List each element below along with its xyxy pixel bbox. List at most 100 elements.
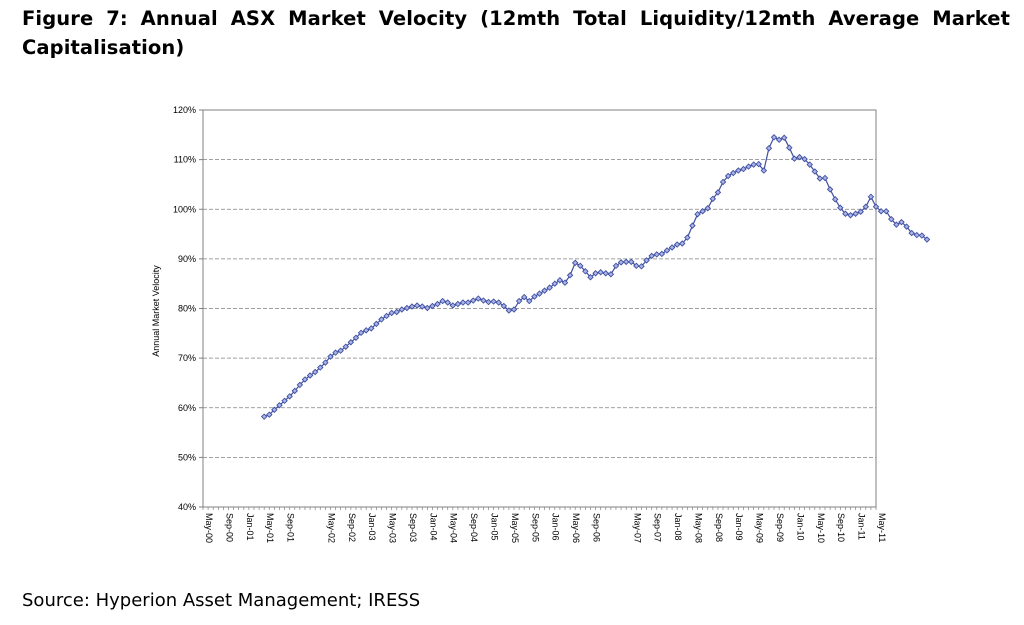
data-point [607,271,615,278]
x-tick-label: Sep-00 [224,513,234,542]
data-point [362,327,370,334]
data-point [536,290,543,297]
data-point [602,270,610,277]
data-point [888,215,895,223]
data-point [515,297,523,305]
data-point [801,155,808,163]
data-point [633,262,640,270]
x-tick-label: May-07 [632,513,642,543]
data-point [286,393,293,400]
data-point [765,144,773,152]
x-tick-label: Sep-05 [530,513,540,542]
data-point [816,175,824,182]
x-tick-label: Sep-02 [347,513,357,542]
x-tick-label: May-11 [877,513,887,542]
data-point [332,349,339,356]
data-point [724,172,732,180]
data-point [673,241,681,248]
data-point [449,302,457,309]
x-tick-label: May-10 [816,513,826,543]
x-tick-label: May-09 [755,513,765,543]
y-tick-label: 100% [173,204,196,214]
x-tick-label: Jan-03 [367,513,377,541]
x-tick-label: May-04 [449,513,459,543]
data-point [546,284,553,291]
x-tick-label: May-01 [265,513,275,543]
x-tick-label: Jan-06 [551,513,561,541]
data-point [622,258,630,266]
data-point [373,320,380,328]
y-tick-label: 120% [173,105,196,115]
data-point [444,299,451,306]
data-point [485,298,492,306]
x-tick-label: Sep-06 [591,513,601,542]
data-point [643,257,650,264]
data-point [842,210,849,217]
data-point [311,368,319,376]
data-point [638,263,645,270]
y-tick-label: 90% [178,254,196,264]
y-axis: 40% 50% 60% 70% 80% 90% 100% 110% 120% [173,105,203,512]
data-point [413,302,421,309]
data-point [459,299,467,306]
data-point [541,287,548,294]
data-point [526,297,533,305]
x-tick-label: May-06 [571,513,581,543]
data-point [903,223,910,230]
data-point [791,155,798,162]
data-point [857,208,864,215]
data-point [852,210,859,217]
data-point [383,312,390,320]
x-tick-label: Sep-03 [408,513,418,542]
data-point [893,221,900,228]
x-tick-label: Sep-01 [286,513,296,542]
data-point [322,359,329,366]
data-point [730,169,737,177]
data-point [306,372,314,379]
y-tick-label: 80% [178,304,196,314]
x-tick-label: Sep-10 [836,513,846,542]
data-point [867,193,875,201]
data-point [439,297,446,305]
x-tick-label: Jan-01 [245,513,255,541]
data-point [301,376,309,383]
data-point [628,258,635,266]
data-point [464,299,472,306]
data-point [826,186,834,193]
data-point [378,316,385,323]
data-point [342,343,349,350]
data-point [291,387,299,395]
data-point [587,273,594,281]
x-tick-label: May-03 [388,513,398,543]
data-point [571,259,579,267]
data-point [551,280,559,287]
data-point [877,207,885,215]
data-point [266,411,273,418]
data-point [735,167,742,174]
data-point [837,204,844,211]
data-point [556,276,564,284]
data-point [352,334,360,342]
data-point [617,259,625,266]
data-point [908,229,915,237]
data-point [566,272,574,279]
data-point [520,293,528,301]
data-point [403,304,411,312]
data-point [831,196,839,203]
y-tick-label: 40% [178,502,196,512]
data-point [327,353,334,360]
data-point [684,234,691,241]
data-point [658,250,666,258]
data-point [806,161,813,168]
data-point [418,303,426,310]
data-point [694,210,701,218]
data-point [317,364,324,371]
x-axis: May-00 Sep-00 Jan-01 May-01 Sep-01 May-02 Sep-… [202,507,887,543]
data-point [740,165,747,173]
data-point [750,161,757,168]
x-tick-label: Sep-07 [653,513,663,542]
data-point [668,244,676,251]
y-tick-label: 50% [178,452,196,462]
figure-source: Source: Hyperion Asset Management; IRESS [22,590,421,611]
